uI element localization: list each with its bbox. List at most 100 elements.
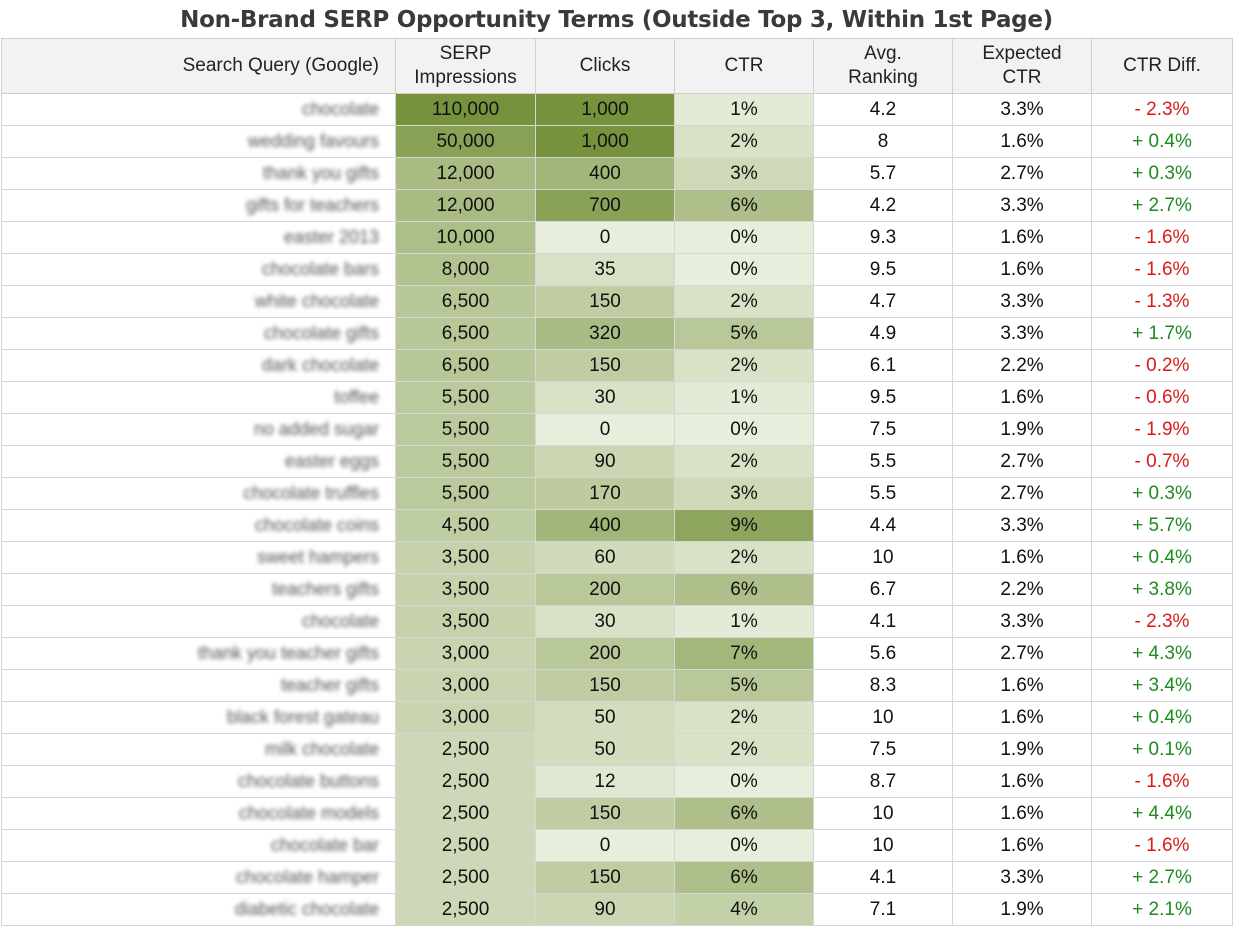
cell-search-query-text: sweet hampers [256,546,379,567]
header-ranking-line1: Avg. [864,43,902,64]
cell-ctr: 4% [674,893,814,926]
cell-ctr-diff: - 0.7% [1091,445,1233,478]
cell-ctr: 2% [674,125,814,158]
cell-ctr: 1% [674,381,814,414]
cell-clicks: 320 [535,317,675,350]
cell-impressions: 3,500 [395,541,536,574]
header-ctr: CTR [674,38,814,94]
cell-avg-ranking: 7.5 [813,733,953,766]
table-row: chocolate buttons 2,500 12 0% 8.7 1.6% - 1.6% [1,765,1233,798]
cell-expected-ctr: 2.7% [952,445,1092,478]
cell-avg-ranking: 6.7 [813,573,953,606]
cell-ctr-diff-text: + 5.7% [1132,514,1192,536]
cell-ctr: 3% [674,477,814,510]
cell-avg-ranking-text: 8.7 [869,770,897,792]
cell-search-query: sweet hampers [1,541,396,574]
cell-clicks: 150 [535,861,675,894]
cell-avg-ranking-text: 10 [872,546,894,568]
cell-search-query: chocolate bars [1,253,396,286]
cell-ctr-text: 1% [730,98,758,120]
cell-avg-ranking: 10 [813,797,953,830]
cell-expected-ctr-text: 1.6% [1000,226,1044,248]
cell-avg-ranking: 4.1 [813,605,953,638]
cell-clicks: 60 [535,541,675,574]
cell-impressions: 12,000 [395,157,536,190]
cell-expected-ctr-text: 1.6% [1000,674,1044,696]
cell-expected-ctr: 1.6% [952,541,1092,574]
cell-avg-ranking: 5.7 [813,157,953,190]
cell-search-query: milk chocolate [1,733,396,766]
cell-ctr-diff: - 0.6% [1091,381,1233,414]
cell-impressions-text: 3,500 [441,546,490,568]
cell-search-query: wedding favours [1,125,396,158]
cell-impressions-text: 6,500 [441,322,490,344]
cell-ctr: 0% [674,765,814,798]
cell-expected-ctr-text: 3.3% [1000,514,1044,536]
cell-search-query-text: teacher gifts [280,674,379,695]
cell-ctr: 0% [674,829,814,862]
cell-avg-ranking-text: 4.4 [869,514,897,536]
cell-search-query-text: easter eggs [284,450,379,471]
cell-ctr: 3% [674,157,814,190]
table-row: sweet hampers 3,500 60 2% 10 1.6% + 0.4% [1,541,1233,574]
header-expected-line1: Expected [982,43,1062,64]
cell-impressions: 5,500 [395,381,536,414]
header-ctr-diff-label: CTR Diff. [1123,55,1201,76]
cell-search-query-text: teachers gifts [271,578,379,599]
cell-search-query: teacher gifts [1,669,396,702]
cell-impressions-text: 3,000 [441,642,490,664]
cell-search-query: chocolate truffles [1,477,396,510]
cell-clicks-text: 150 [589,674,621,696]
cell-clicks: 150 [535,349,675,382]
cell-clicks-text: 320 [589,322,621,344]
cell-expected-ctr-text: 1.6% [1000,546,1044,568]
cell-expected-ctr-text: 1.9% [1000,418,1044,440]
cell-search-query-text: no added sugar [253,418,379,439]
cell-search-query: white chocolate [1,285,396,318]
cell-expected-ctr: 2.2% [952,349,1092,382]
table-row: chocolate models 2,500 150 6% 10 1.6% + 4.4% [1,797,1233,830]
cell-ctr-text: 6% [730,194,758,216]
cell-search-query: teachers gifts [1,573,396,606]
cell-expected-ctr: 1.6% [952,765,1092,798]
cell-ctr-text: 5% [730,322,758,344]
cell-ctr-diff: - 0.2% [1091,349,1233,382]
cell-avg-ranking: 10 [813,541,953,574]
cell-ctr-diff-text: + 4.4% [1132,802,1192,824]
cell-avg-ranking-text: 4.2 [869,98,897,120]
table-row: teacher gifts 3,000 150 5% 8.3 1.6% + 3.4% [1,669,1233,702]
cell-expected-ctr: 1.6% [952,253,1092,286]
cell-avg-ranking: 4.2 [813,189,953,222]
header-search-query-label: Search Query (Google) [182,55,379,76]
cell-ctr-diff: + 5.7% [1091,509,1233,542]
cell-search-query: chocolate bar [1,829,396,862]
cell-clicks-text: 50 [594,738,616,760]
cell-clicks: 1,000 [535,93,675,126]
header-ctr-diff: CTR Diff. [1091,38,1233,94]
cell-clicks-text: 1,000 [581,98,629,120]
cell-ctr-text: 0% [730,770,758,792]
cell-impressions-text: 8,000 [441,258,490,280]
cell-ctr-text: 2% [730,290,758,312]
cell-impressions-text: 2,500 [441,834,490,856]
cell-avg-ranking: 5.6 [813,637,953,670]
cell-ctr-diff: - 1.6% [1091,829,1233,862]
cell-search-query: diabetic chocolate [1,893,396,926]
cell-clicks-text: 30 [594,610,616,632]
cell-clicks-text: 0 [599,834,611,856]
cell-avg-ranking: 4.9 [813,317,953,350]
cell-avg-ranking-text: 9.5 [869,386,897,408]
table-row: wedding favours 50,000 1,000 2% 8 1.6% + 0.4% [1,125,1233,158]
cell-impressions-text: 2,500 [441,898,490,920]
cell-clicks: 0 [535,829,675,862]
cell-search-query: gifts for teachers [1,189,396,222]
cell-ctr: 9% [674,509,814,542]
opportunity-table: Search Query (Google) SERP Impressions Cl… [1,38,1233,926]
cell-search-query-text: black forest gateau [226,706,379,727]
cell-avg-ranking: 7.1 [813,893,953,926]
cell-clicks: 400 [535,157,675,190]
cell-impressions: 2,500 [395,765,536,798]
cell-ctr-diff: + 1.7% [1091,317,1233,350]
table-row: chocolate 3,500 30 1% 4.1 3.3% - 2.3% [1,605,1233,638]
cell-clicks-text: 90 [594,450,616,472]
